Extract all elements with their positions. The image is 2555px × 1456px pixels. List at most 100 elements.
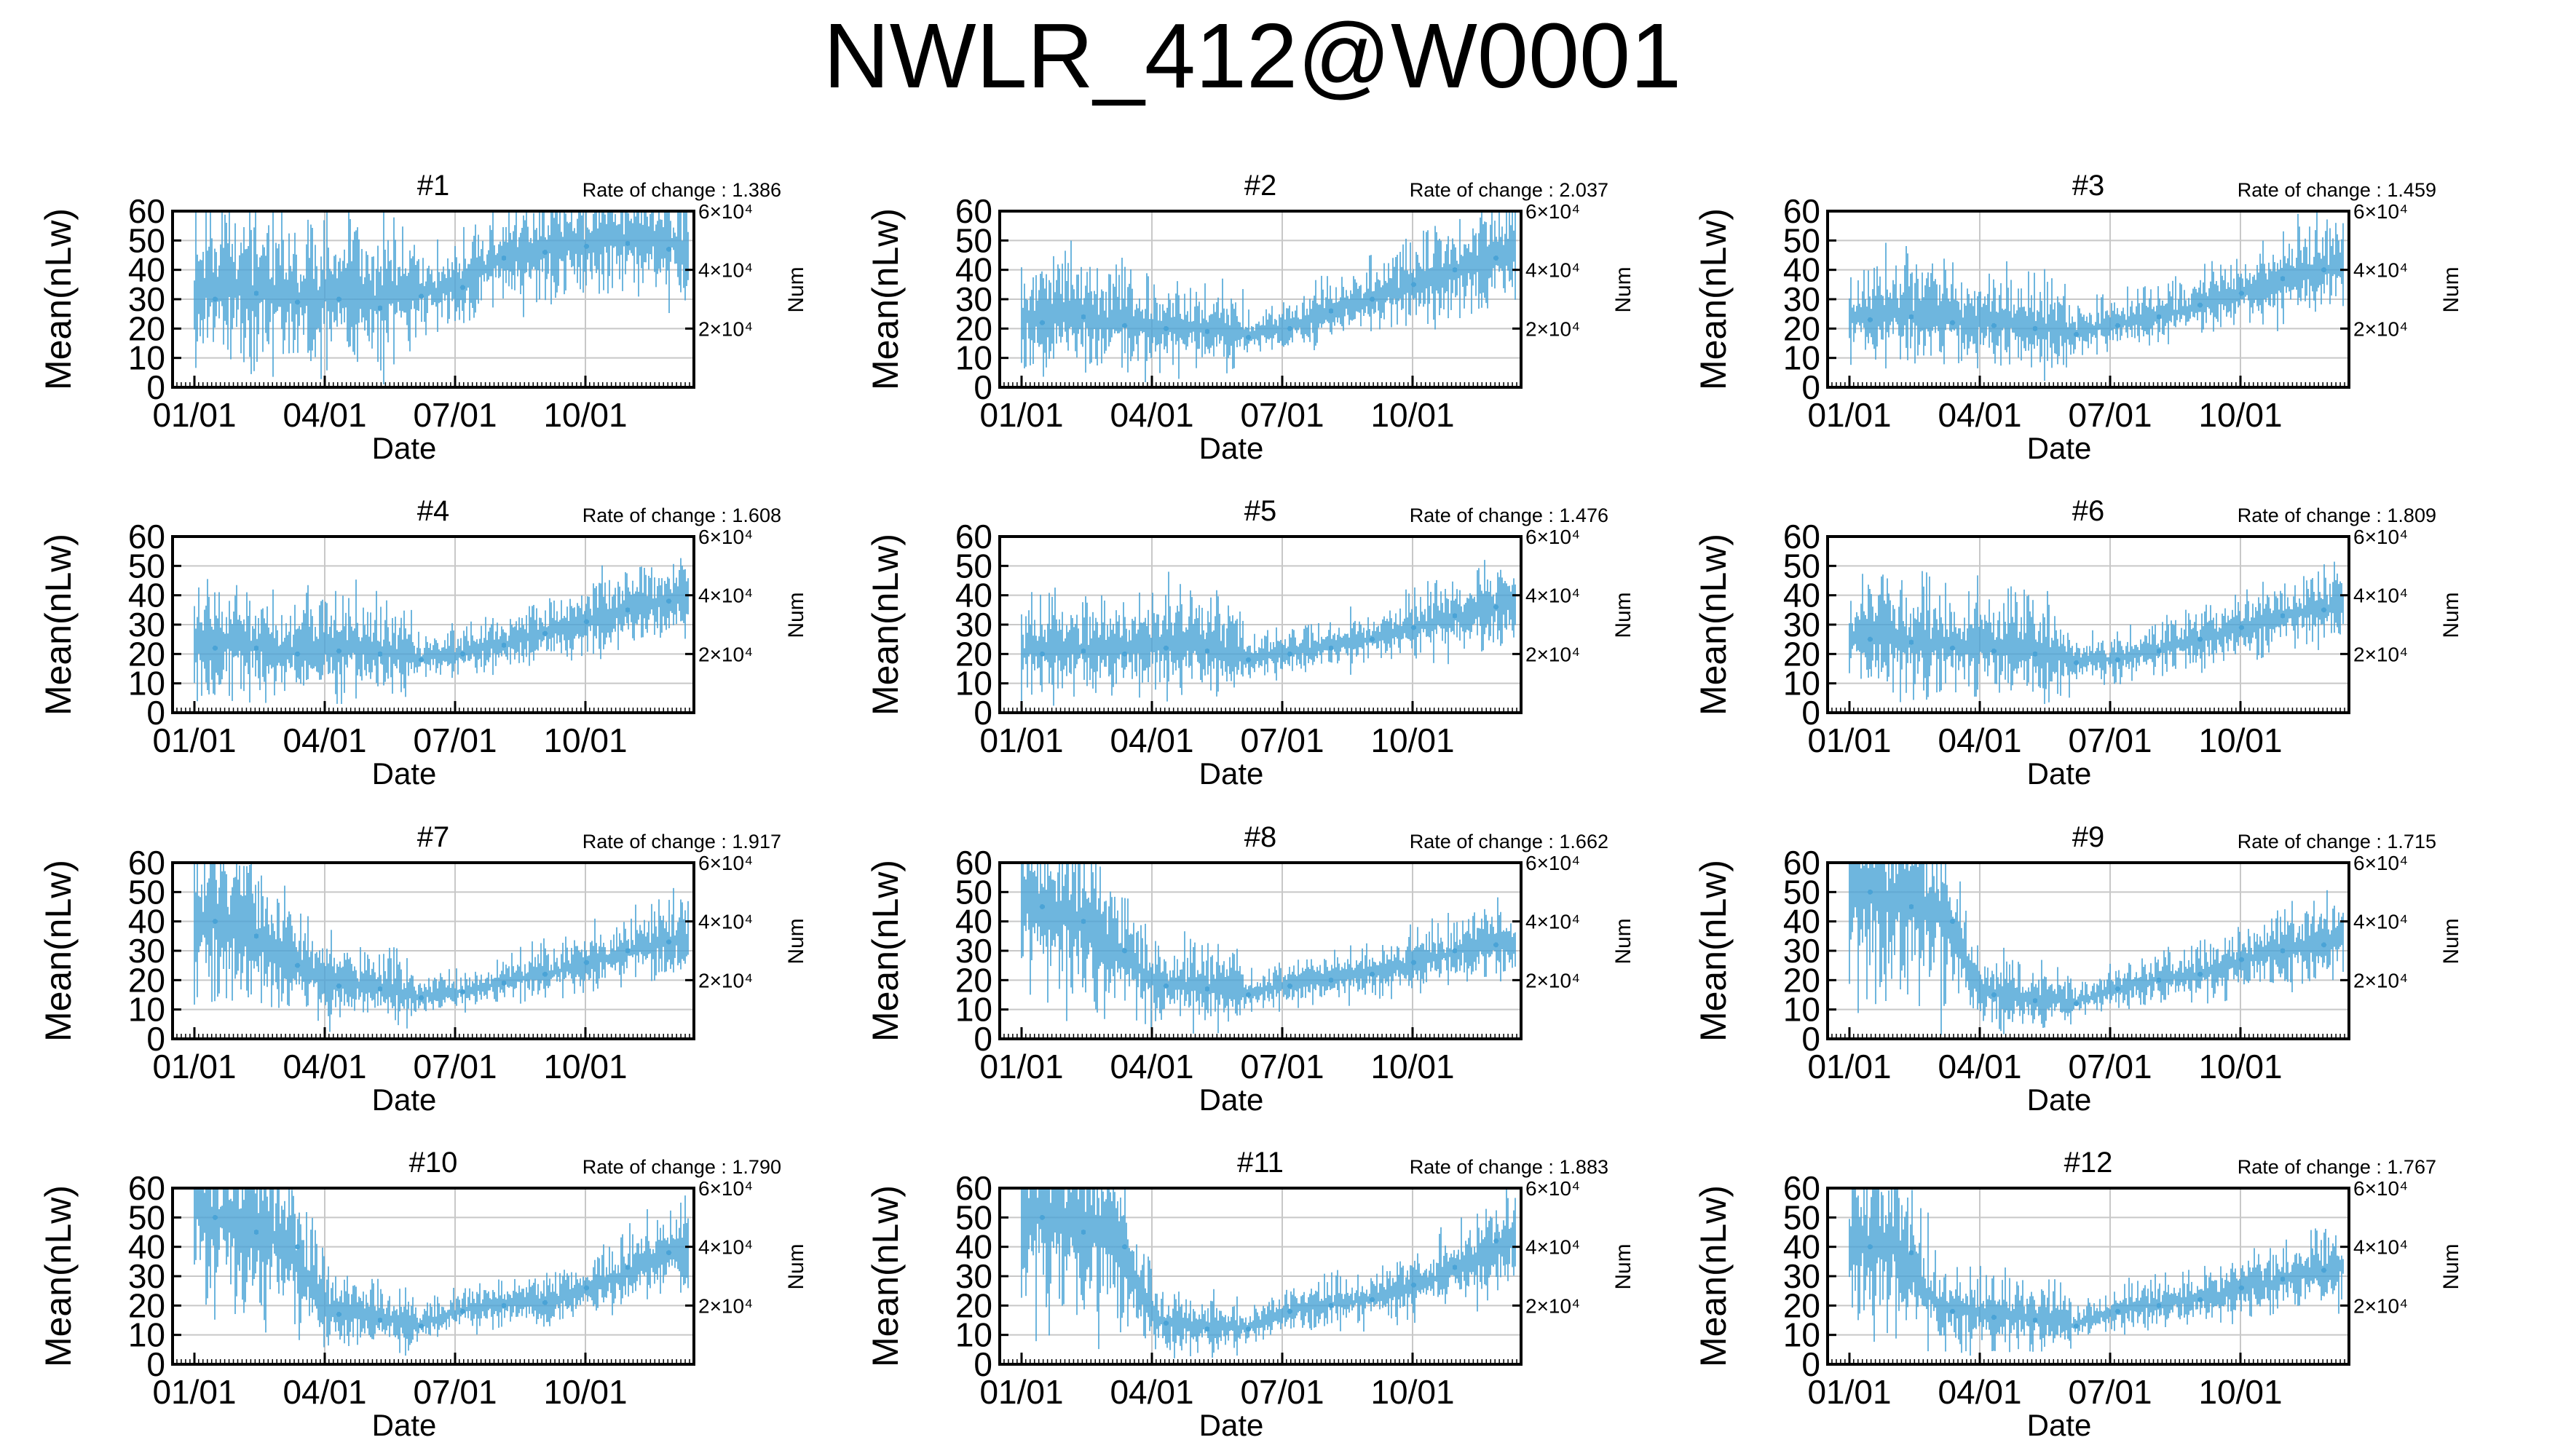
xaxis-label: Date [1199,1083,1264,1117]
ytick-label: 50 [955,547,992,585]
ytick-label: 10 [128,665,165,703]
y2tick-label: 2×10⁴ [1525,969,1580,992]
yaxis-label: Mean(nLw) [38,208,79,390]
ytick-label: 0 [146,1020,165,1058]
xtick-label: 04/01 [283,1048,366,1085]
rate-of-change-label: Rate of change : 1.476 [1410,505,1608,526]
data-point [1204,648,1210,654]
data-point [2280,948,2286,954]
y2axis-label: Num [2439,266,2463,312]
series-mean-nlw [1849,211,2344,381]
y2tick-label: 6×10⁴ [698,852,753,874]
yaxis-label: Mean(nLw) [1693,860,1734,1042]
y2tick-label: 6×10⁴ [1525,526,1580,548]
data-point [501,980,507,986]
data-point [2074,331,2080,337]
data-point [2156,977,2162,983]
ytick-label: 50 [955,873,992,911]
data-point [253,645,259,651]
rate-of-change-label: Rate of change : 1.608 [583,505,781,526]
data-point [2238,290,2244,296]
y2tick-label: 4×10⁴ [2353,911,2408,933]
data-point [212,919,218,925]
data-point [377,651,383,657]
ytick-label: 40 [128,577,165,614]
y2tick-label: 6×10⁴ [1525,200,1580,223]
y2tick-label: 4×10⁴ [698,585,753,607]
data-point [2197,971,2203,977]
xtick-label: 07/01 [1240,396,1324,434]
panel-title: #1 [417,170,450,202]
xtick-label: 07/01 [2068,396,2152,434]
xtick-label: 01/01 [152,1048,236,1085]
ytick-label: 30 [955,280,992,318]
xtick-label: 04/01 [1110,721,1193,759]
rate-of-change-label: Rate of change : 2.037 [1410,179,1608,201]
data-point [1039,651,1045,657]
data-point [1287,983,1292,989]
data-point [1410,625,1416,630]
xtick-label: 04/01 [1938,1048,2021,1085]
y2tick-label: 2×10⁴ [2353,643,2408,665]
data-point [2321,607,2327,613]
xtick-label: 07/01 [2068,1048,2152,1085]
rate-of-change-label: Rate of change : 1.662 [1410,831,1608,852]
y2tick-label: 6×10⁴ [2353,200,2408,223]
xtick-label: 10/01 [1370,396,1454,434]
data-point [459,285,465,290]
xaxis-label: Date [1199,756,1264,791]
data-point [1908,314,1914,320]
ytick-label: 50 [1783,547,1820,585]
data-point [542,249,548,255]
data-point [2074,1001,2080,1007]
yaxis-label: Mean(nLw) [38,860,79,1042]
ytick-label: 60 [1783,192,1820,230]
data-point [1246,334,1252,340]
data-point [583,243,589,249]
data-point [2321,267,2327,273]
ytick-label: 10 [955,339,992,377]
y2axis-label: Num [1611,592,1635,638]
data-point [1163,645,1169,651]
xtick-label: 04/01 [1110,396,1193,434]
data-point [1370,296,1375,302]
data-point [2156,648,2162,654]
ytick-label: 50 [1783,873,1820,911]
y2tick-label: 6×10⁴ [698,200,753,223]
data-point [1204,328,1210,334]
data-point [2114,323,2120,328]
data-point [212,296,218,302]
xtick-label: 04/01 [283,721,366,759]
data-point [1328,645,1334,651]
ytick-label: 60 [1783,518,1820,555]
data-point [1287,651,1292,657]
data-point [2032,651,2038,657]
rate-of-change-label: Rate of change : 1.386 [583,179,781,201]
ytick-label: 60 [955,518,992,555]
data-point [1081,314,1086,320]
y2tick-label: 2×10⁴ [2353,969,2408,992]
xtick-label: 01/01 [1807,396,1891,434]
xtick-label: 07/01 [413,1048,497,1085]
data-point [1370,636,1375,642]
data-point [253,290,259,296]
data-point [625,607,631,613]
data-point [2032,998,2038,1004]
ytick-label: 0 [974,368,992,406]
data-point [1493,942,1499,948]
xtick-label: 01/01 [1807,1048,1891,1085]
y2tick-label: 2×10⁴ [1525,317,1580,340]
ytick-label: 20 [128,961,165,999]
data-point [1081,919,1086,925]
data-point [1122,323,1128,328]
ytick-label: 20 [128,635,165,673]
series-mean-nlw [1021,560,1516,706]
ytick-label: 40 [1783,251,1820,289]
y2tick-label: 6×10⁴ [2353,526,2408,548]
y2tick-label: 2×10⁴ [2353,317,2408,340]
ytick-label: 60 [955,192,992,230]
